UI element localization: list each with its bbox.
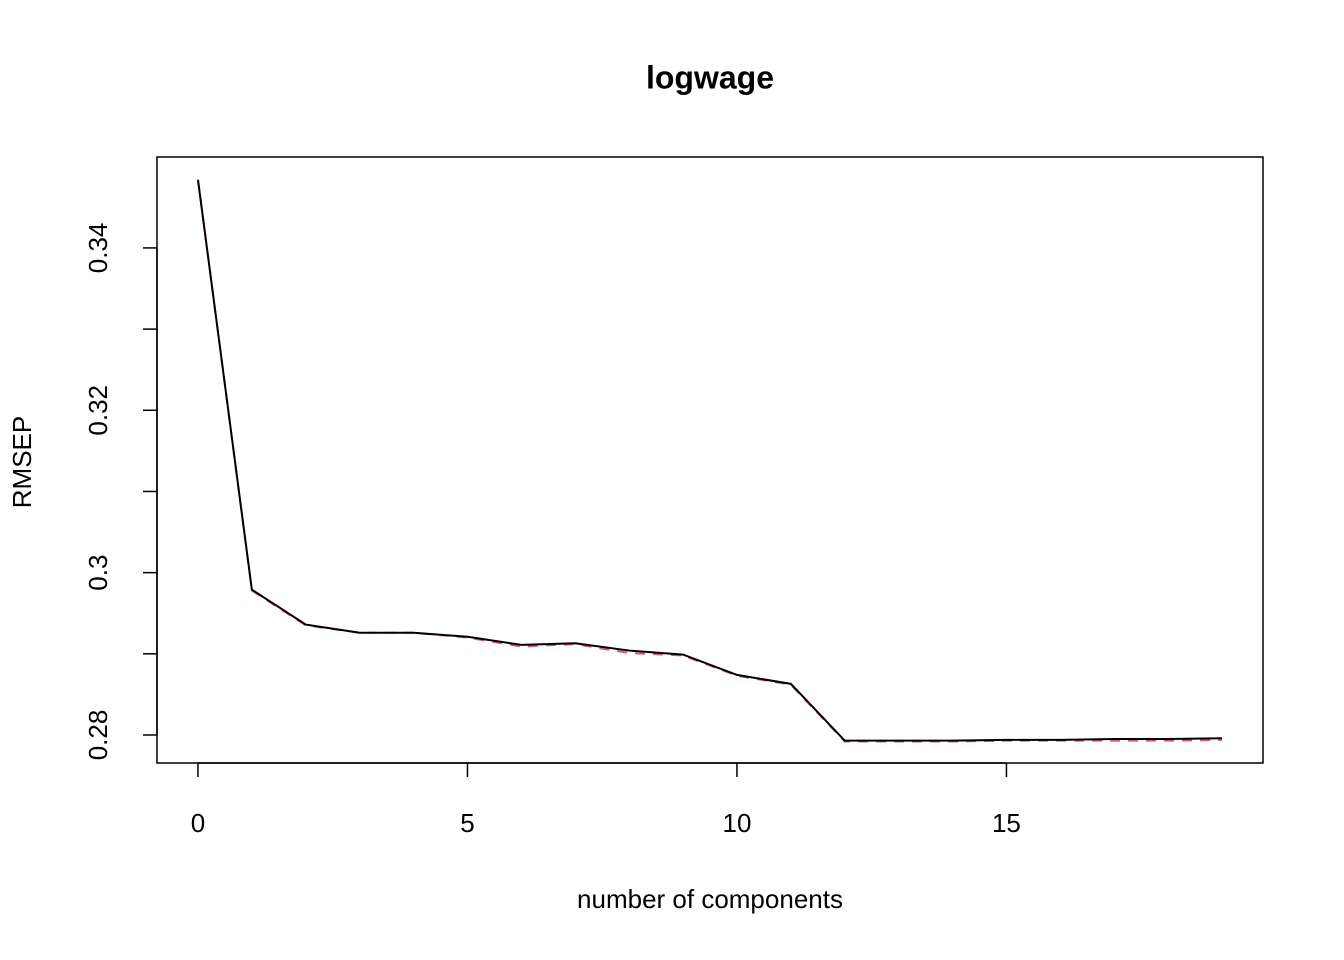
series-line [196, 179, 1223, 742]
y-tick-label: 0.34 [83, 223, 113, 274]
chart-title: logwage [646, 59, 774, 95]
y-tick-label: 0.28 [83, 710, 113, 761]
plot-frame [156, 156, 1264, 764]
x-tick-label: 10 [722, 808, 751, 838]
x-axis-label: number of components [577, 884, 843, 914]
y-axis-label: RMSEP [7, 416, 37, 508]
x-tick-label: 15 [992, 808, 1021, 838]
y-tick-label: 0.32 [83, 385, 113, 436]
y-tick-label: 0.3 [83, 555, 113, 591]
x-tick-label: 0 [191, 808, 205, 838]
series-line [196, 179, 1223, 743]
x-tick-label: 5 [460, 808, 474, 838]
